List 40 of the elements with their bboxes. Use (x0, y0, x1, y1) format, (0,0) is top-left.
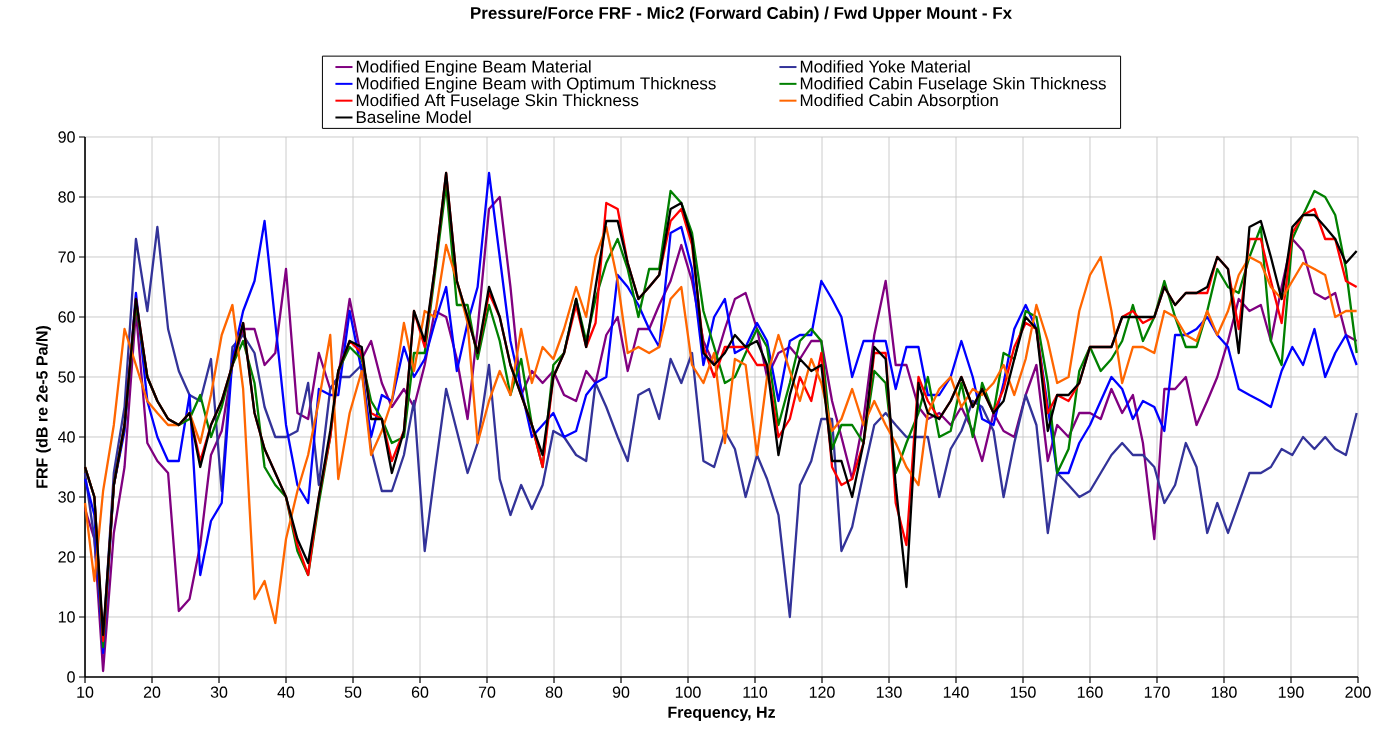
x-tick-label: 40 (277, 686, 295, 698)
x-tick-label: 80 (545, 686, 563, 698)
x-tick-label: 70 (478, 686, 496, 698)
y-tick-label: 80 (58, 191, 75, 203)
legend-label: Modified Cabin Absorption (800, 93, 998, 110)
y-tick-label: 30 (58, 491, 75, 503)
x-tick-label: 110 (743, 686, 768, 698)
y-tick-label: 70 (58, 251, 75, 263)
legend-label: Modified Engine Beam Material (356, 60, 591, 76)
chart-title: Pressure/Force FRF - Mic2 (Forward Cabin) / Fwd Upper Mount - Fx (471, 6, 1012, 23)
x-tick-label: 20 (143, 686, 161, 698)
x-tick-label: 120 (809, 686, 835, 698)
x-tick-label: 170 (1144, 686, 1170, 698)
x-tick-label: 90 (612, 686, 630, 698)
x-tick-label: 140 (943, 686, 969, 698)
x-tick-label: 100 (675, 686, 701, 698)
legend-label: Modified Yoke Material (800, 60, 970, 73)
legend-label: Modified Aft Fuselage Skin Thickness (356, 93, 639, 110)
y-tick-label: 20 (58, 551, 75, 563)
x-tick-label: 30 (210, 686, 228, 698)
y-tick-label: 0 (67, 671, 75, 683)
x-tick-label: 60 (411, 686, 429, 698)
legend-label: Modified Engine Beam with Optimum Thickness (356, 76, 716, 93)
y-axis-title: FRF (dB re 2e-5 Pa/N) (35, 326, 51, 488)
y-tick-label: 40 (58, 431, 75, 443)
x-tick-label: 130 (876, 686, 902, 698)
x-tick-label: 150 (1010, 686, 1036, 698)
y-tick-label: 50 (58, 371, 75, 383)
x-tick-label: 190 (1278, 686, 1304, 698)
x-tick-label: 200 (1345, 686, 1371, 698)
y-tick-label: 90 (58, 131, 75, 143)
x-tick-label: 50 (344, 686, 362, 698)
x-axis-title: Frequency, Hz (668, 706, 775, 722)
legend-label: Modified Cabin Fuselage Skin Thickness (800, 76, 1106, 93)
x-tick-label: 160 (1077, 686, 1103, 698)
y-tick-label: 60 (58, 311, 75, 323)
x-tick-label: 180 (1211, 686, 1237, 698)
x-tick-label: 10 (77, 686, 94, 698)
y-tick-label: 10 (58, 611, 75, 623)
legend-label: Baseline Model (356, 110, 471, 124)
